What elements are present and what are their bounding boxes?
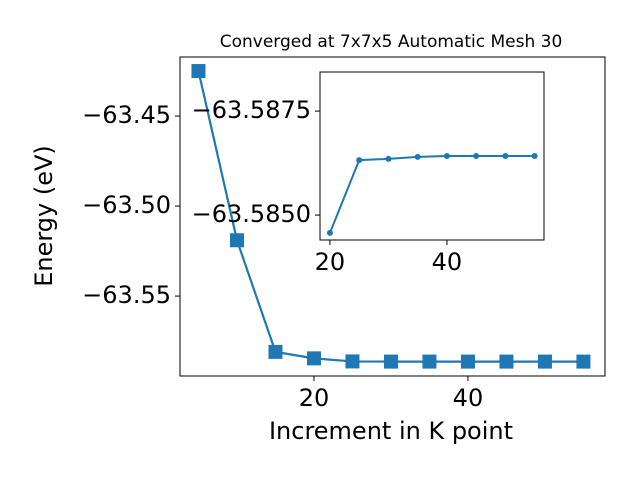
data-marker xyxy=(443,153,450,159)
data-marker xyxy=(385,155,392,162)
data-marker xyxy=(499,354,514,369)
y-tick-label: −63.5850 xyxy=(192,200,311,228)
data-marker xyxy=(531,153,538,159)
y-tick-label: −63.55 xyxy=(82,281,171,309)
data-line xyxy=(329,155,535,234)
y-tick-label: −63.5875 xyxy=(192,96,311,124)
data-marker xyxy=(422,354,437,369)
data-marker xyxy=(502,153,509,159)
x-tick-label: 20 xyxy=(299,384,330,412)
x-tick-label: 20 xyxy=(315,248,346,276)
data-marker xyxy=(383,354,398,369)
y-tick-label: −63.50 xyxy=(82,191,171,219)
data-marker xyxy=(356,157,363,164)
data-marker xyxy=(537,354,552,369)
data-marker xyxy=(306,351,321,366)
x-tick-label: 40 xyxy=(432,248,463,276)
x-tick-label: 40 xyxy=(453,384,484,412)
y-axis-label: Energy (eV) xyxy=(30,145,58,287)
data-marker xyxy=(576,354,591,369)
y-tick-label: −63.45 xyxy=(82,101,171,129)
data-marker xyxy=(191,64,206,79)
data-marker xyxy=(414,153,421,160)
data-marker xyxy=(268,344,283,359)
data-marker xyxy=(473,153,480,159)
data-marker xyxy=(460,354,475,369)
data-marker xyxy=(229,233,244,248)
data-marker xyxy=(326,229,333,236)
data-marker xyxy=(345,354,360,369)
chart-title: Converged at 7x7x5 Automatic Mesh 30 xyxy=(220,32,563,52)
x-axis-label: Increment in K point xyxy=(269,417,513,445)
